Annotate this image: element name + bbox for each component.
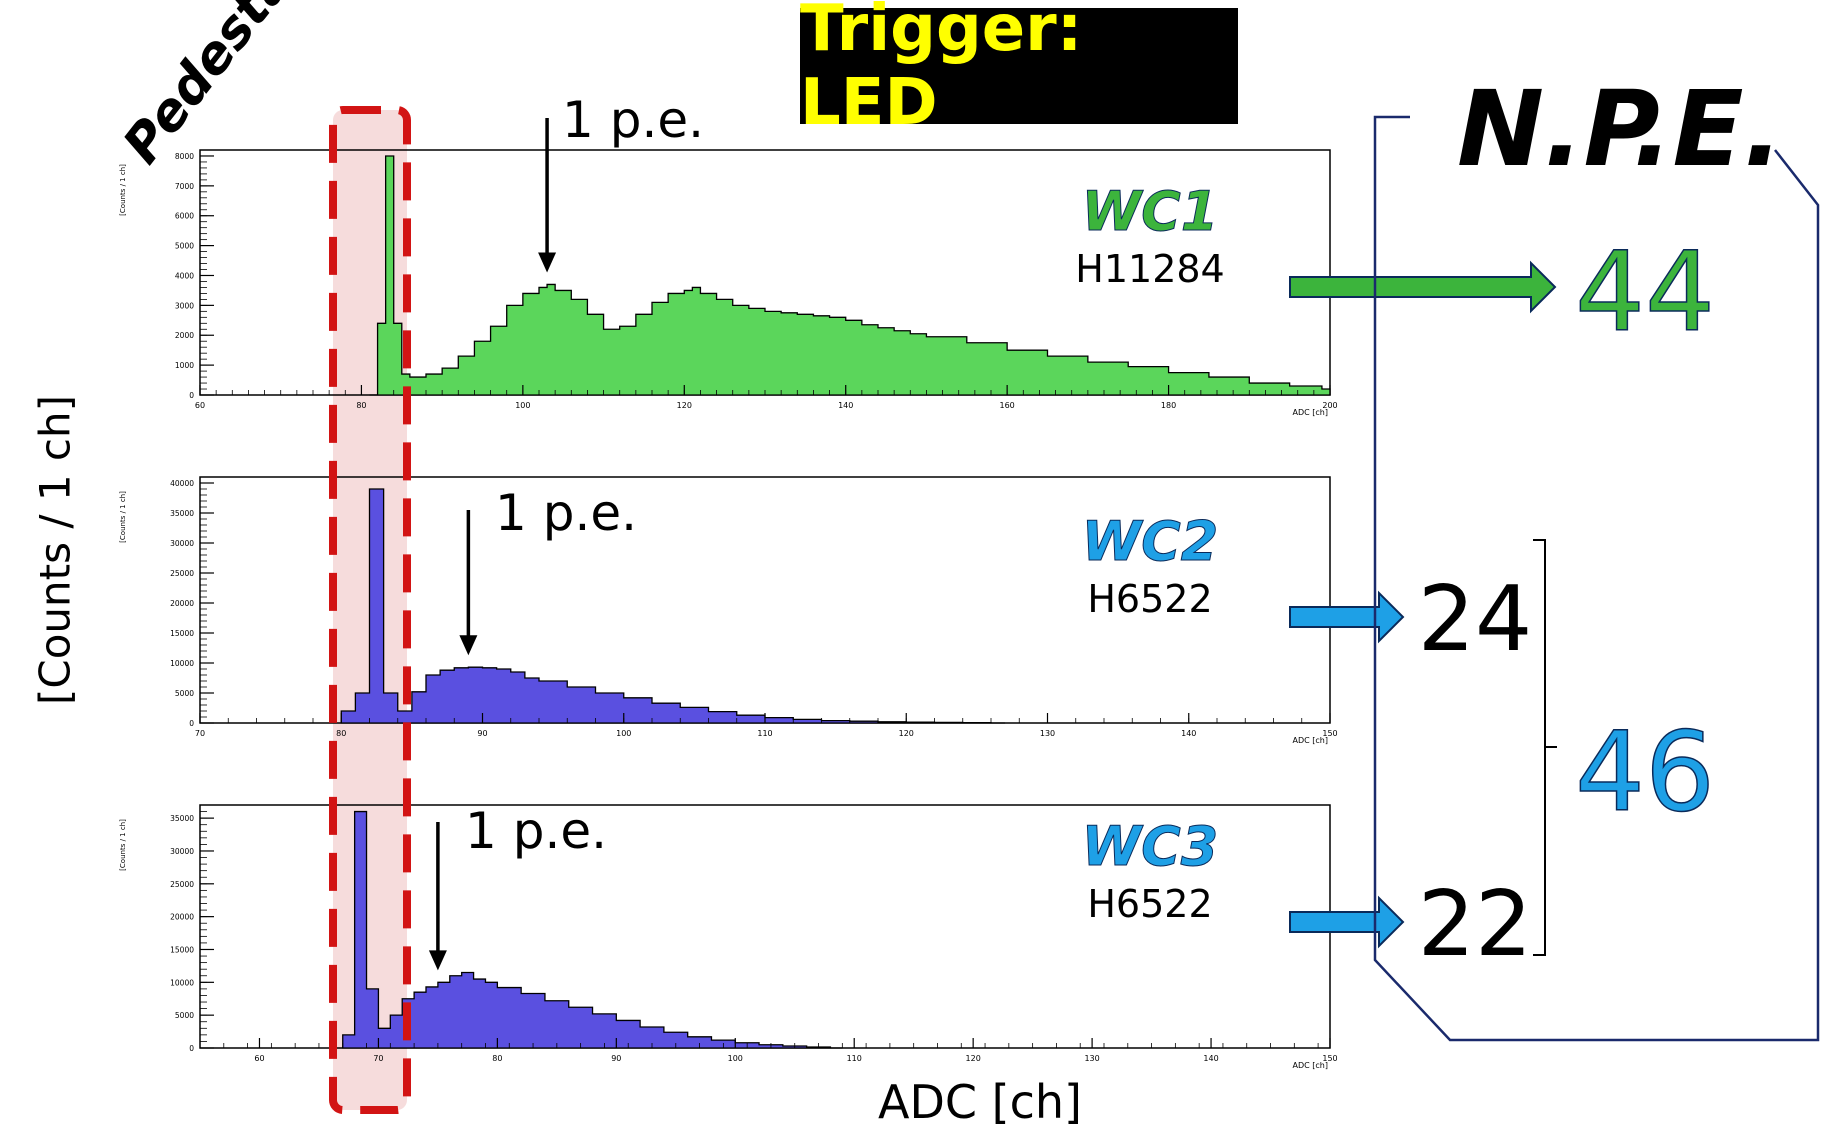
x-tick-label: 130 [1040,729,1055,738]
npe-value-wc1: 44 [1575,228,1715,356]
x-tick-label: 130 [1084,1054,1099,1063]
x-tick-label: 150 [1322,1054,1337,1063]
x-tick-label: 150 [1322,729,1337,738]
y-tick-label: 25000 [170,569,194,578]
pedestal-dashed-box [329,106,411,1114]
y-tick-label: 3000 [175,301,194,310]
pmt-model: H6522 [1087,577,1212,621]
x-tick-label: 80 [336,729,346,738]
y-tick-label: 1000 [175,361,194,370]
y-tick-label: 5000 [175,1011,194,1020]
y-tick-label: 10000 [170,978,194,987]
npe-arrow [1289,895,1405,949]
npe-frame [1373,115,1820,1042]
x-tick-label: 120 [966,1054,981,1063]
npe-arrow [1289,260,1557,314]
x-tick-label: 60 [195,401,205,410]
npe-arrow [1289,590,1405,644]
y-tick-label: 0 [189,391,194,400]
y-tick-label: 4000 [175,271,194,280]
y-tick-label: 35000 [170,814,194,823]
histogram-wc2 [340,488,1006,724]
trigger-label: Trigger: LED [800,0,1083,140]
x-tick-label: 160 [1000,401,1015,410]
y-tick-label: 30000 [170,847,194,856]
pe-arrow-head [428,950,447,971]
detector-name: WC2 [1082,510,1219,573]
x-tick-label: 140 [1203,1054,1218,1063]
panel-x-caption: ADC [ch] [1293,736,1328,745]
trigger-box: Trigger: LED [800,0,1238,140]
y-tick-label: 35000 [170,509,194,518]
y-tick-label: 15000 [170,945,194,954]
overlay-layer: N.P.E. 44 24 22 46 [329,68,1820,1114]
x-tick-label: 180 [1161,401,1176,410]
x-tick-label: 90 [477,729,487,738]
histogram-wc3 [342,810,843,1049]
x-tick-label: 140 [838,401,853,410]
x-tick-label: 120 [677,401,692,410]
x-tick-label: 100 [515,401,530,410]
x-tick-label: 110 [847,1054,862,1063]
x-tick-label: 120 [899,729,914,738]
y-axis-label: [Counts / 1 ch] [30,394,80,706]
y-tick-label: 0 [189,719,194,728]
panel-y-caption: [Counts / 1 ch] [119,164,127,216]
panel-x-caption: ADC [ch] [1293,1061,1328,1070]
sum-bracket [1533,539,1546,956]
pmt-model: H6522 [1087,882,1212,926]
y-tick-label: 10000 [170,659,194,668]
pe-arrow-head [538,252,557,273]
y-tick-label: 5000 [175,689,194,698]
panel-x-caption: ADC [ch] [1293,408,1328,417]
y-tick-label: 20000 [170,599,194,608]
x-tick-label: 200 [1322,401,1337,410]
x-tick-label: 70 [195,729,205,738]
pe-arrow-head [459,635,478,656]
npe-value-wc3: 22 [1418,872,1533,977]
detector-name: WC1 [1082,180,1219,243]
x-tick-label: 80 [356,401,366,410]
x-tick-label: 110 [757,729,772,738]
x-tick-label: 100 [616,729,631,738]
x-tick-label: 90 [611,1054,621,1063]
x-axis-label: ADC [ch] [878,1075,1082,1129]
pe-label: 1 p.e. [465,802,607,860]
y-tick-label: 5000 [175,242,194,251]
y-tick-label: 0 [189,1044,194,1053]
y-tick-label: 30000 [170,539,194,548]
y-tick-label: 6000 [175,212,194,221]
y-tick-label: 20000 [170,913,194,922]
panel-y-caption: [Counts / 1 ch] [119,819,127,871]
panel-y-caption: [Counts / 1 ch] [119,491,127,543]
y-tick-label: 7000 [175,182,194,191]
x-tick-label: 140 [1181,729,1196,738]
x-tick-label: 70 [373,1054,383,1063]
x-tick-label: 60 [254,1054,264,1063]
x-tick-label: 100 [728,1054,743,1063]
y-tick-label: 2000 [175,331,194,340]
y-tick-label: 8000 [175,152,194,161]
histogram-wc1 [369,155,1331,396]
npe-title: N.P.E. [1457,68,1783,190]
y-tick-label: 25000 [170,880,194,889]
y-tick-label: 15000 [170,629,194,638]
y-tick-label: 40000 [170,479,194,488]
pe-label: 1 p.e. [562,91,704,149]
npe-value-wc2: 24 [1418,567,1533,672]
pmt-model: H11284 [1075,247,1224,291]
x-tick-label: 80 [492,1054,502,1063]
npe-value-sum: 46 [1575,708,1715,836]
pe-label: 1 p.e. [495,484,637,542]
detector-name: WC3 [1082,815,1219,878]
